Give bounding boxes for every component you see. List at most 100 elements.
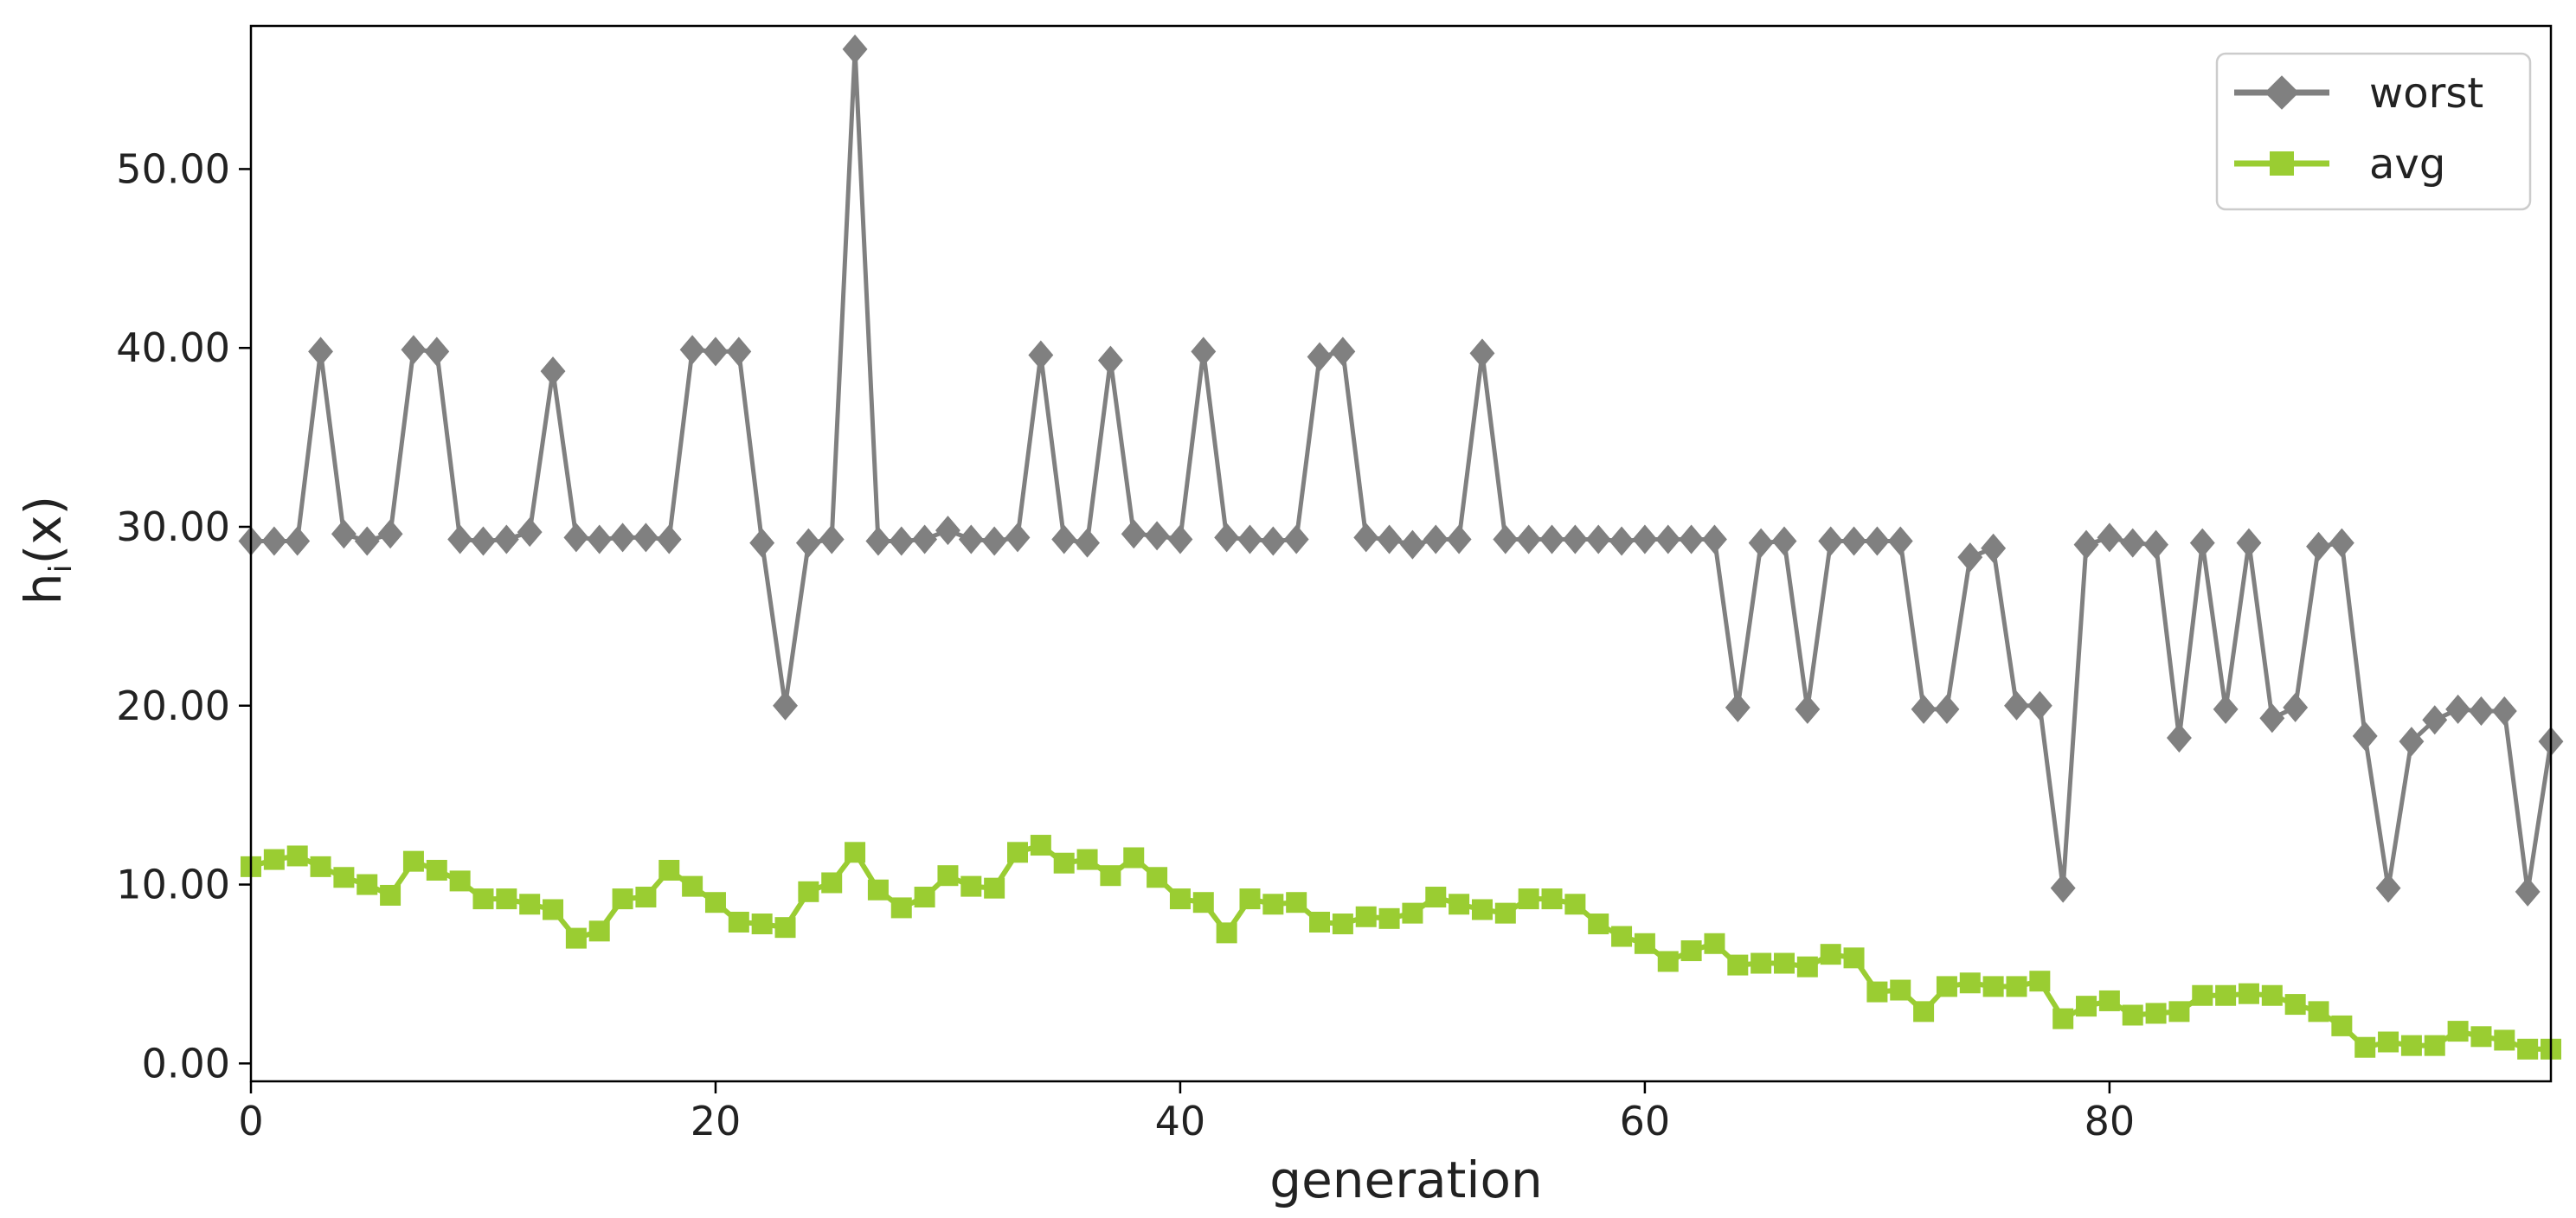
data-point-worst [2004,690,2029,721]
data-point-avg [2308,1001,2329,1022]
data-point-avg [449,870,471,892]
data-point-worst [2073,529,2099,560]
data-point-avg [565,927,587,949]
data-point-worst [1377,524,1403,555]
data-point-worst [958,524,984,555]
y-tick-label: 30.00 [116,503,230,550]
data-point-avg [286,845,308,867]
data-point-worst [1191,337,1217,367]
data-point-avg [1239,888,1261,910]
y-tick-label: 10.00 [116,862,230,908]
data-point-avg [519,894,541,915]
data-point-avg [728,911,749,933]
data-point-worst [2515,876,2541,907]
data-point-worst [1167,524,1193,555]
data-point-avg [2424,1035,2445,1056]
data-point-worst [1609,526,1635,556]
data-point-avg [2284,994,2306,1016]
data-point-avg [1611,926,1633,947]
data-point-worst [447,524,473,555]
data-point-avg [1796,956,1818,978]
data-point-avg [1890,979,1911,1001]
data-point-worst [1562,524,1588,555]
data-point-avg [1378,907,1400,929]
data-point-worst [2352,721,2378,751]
data-point-worst [2259,703,2285,734]
data-point-avg [263,849,285,870]
data-point-avg [821,872,843,894]
y-axis-label-suffix: (x) [14,496,73,565]
legend-label-avg: avg [2369,140,2445,189]
data-point-avg [1332,914,1353,935]
data-point-avg [588,920,610,942]
data-point-worst [540,356,566,387]
data-point-avg [2122,1004,2143,1026]
data-point-avg [960,875,982,897]
data-point-worst [1423,524,1449,555]
data-point-worst [2050,873,2076,903]
data-point-worst [1353,522,1379,553]
data-point-avg [1564,894,1586,915]
data-point-avg [2261,984,2283,1006]
data-point-avg [890,897,912,919]
data-point-worst [981,526,1007,556]
data-point-avg [1030,835,1051,856]
data-point-worst [2445,694,2471,724]
data-point-worst [1469,338,1495,369]
data-point-avg [1518,888,1539,910]
x-tick-label: 60 [1620,1098,1671,1144]
data-point-worst [1097,345,1123,375]
data-point-avg [1913,1001,1935,1022]
data-point-worst [679,335,705,365]
data-point-worst [610,522,636,553]
data-point-worst [1981,533,2007,563]
data-point-avg [2238,983,2259,1004]
data-point-worst [749,528,775,558]
data-point-avg [1680,940,1702,962]
data-point-worst [1934,694,1960,724]
data-point-avg [1866,981,1888,1003]
data-point-avg [1982,976,2004,997]
data-point-worst [424,337,450,367]
x-tick-label: 80 [2085,1098,2136,1144]
data-point-avg [1471,899,1493,920]
data-point-avg [472,888,494,910]
data-point-worst [819,524,845,555]
data-point-worst [1655,524,1681,555]
data-point-worst [1214,522,1240,553]
data-point-avg [682,875,703,897]
data-point-worst [1632,524,1658,555]
x-axis: 0 20 40 60 80 [238,1081,2135,1144]
data-point-worst [1446,524,1472,555]
data-point-worst [2375,873,2401,903]
data-point-worst [2097,522,2123,553]
data-point-avg [543,899,564,920]
legend-marker-worst [2264,75,2299,110]
data-point-avg [310,856,331,877]
data-point-avg [798,881,819,902]
data-point-avg [1192,892,1214,914]
data-point-worst [726,337,752,367]
data-point-avg [1100,865,1121,887]
data-point-avg [635,887,657,908]
data-point-avg [1820,944,1841,965]
data-point-avg [1727,954,1749,976]
data-point-avg [402,850,424,872]
data-point-worst [1911,694,1937,724]
data-point-worst [2329,528,2354,558]
data-point-avg [426,860,447,881]
data-point-worst [1841,526,1866,556]
y-axis-label-subscript: i [43,564,79,573]
data-point-worst [703,337,729,367]
data-point-worst [493,524,519,555]
data-point-avg [612,888,633,910]
data-point-avg [1007,842,1028,863]
data-point-worst [1237,524,1262,555]
data-point-avg [1123,847,1145,869]
legend-marker-avg [2270,151,2294,176]
data-point-worst [1539,524,1564,555]
data-point-avg [774,917,796,939]
data-point-worst [1493,524,1519,555]
plot-frame [249,24,2553,1083]
data-point-avg [2098,990,2120,1011]
